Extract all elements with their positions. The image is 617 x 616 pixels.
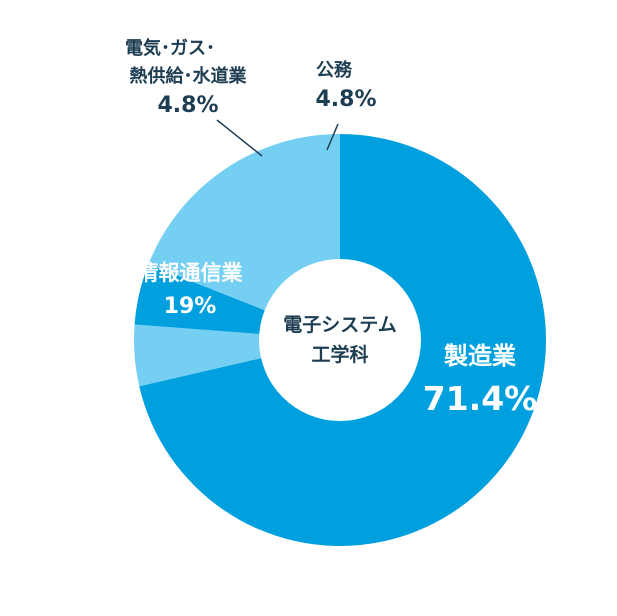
slice-percent-public: 4.8% [315,87,376,112]
leader-line-utilities [216,119,263,157]
slice-percent-utilities: 4.8% [157,93,218,118]
slice-label-manufacturing: 製造業 [444,342,516,370]
center-label-line-2: 工学科 [311,343,368,366]
slice-percent-manufacturing: 71.4% [423,379,538,418]
slice-label-ict: 情報通信業 [138,261,244,285]
center-label-line-1: 電子システム [283,314,396,336]
slice-label-utilities-line-2: 熱供給･水道業 [130,65,248,87]
donut-hole [259,259,421,421]
slice-label-utilities-line-1: 電気･ガス･ [125,37,215,59]
leader-line-public [326,123,339,151]
slice-percent-ict: 19% [164,294,217,319]
slice-label-public: 公務 [316,59,353,81]
